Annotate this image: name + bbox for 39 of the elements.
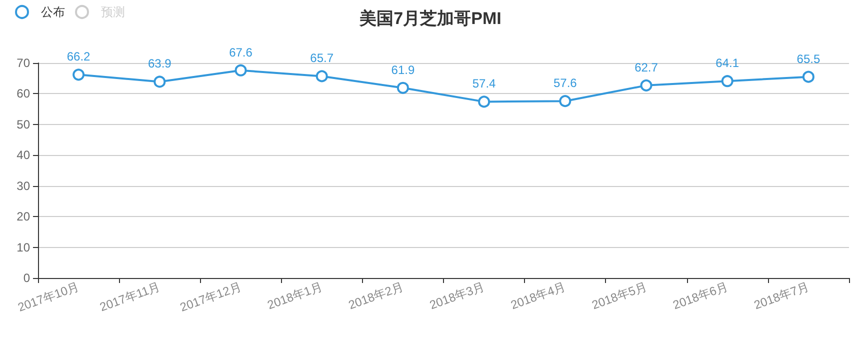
y-tick-label: 40 <box>16 148 30 162</box>
point <box>802 70 814 83</box>
point <box>559 95 572 108</box>
data-label: 66.2 <box>66 50 91 64</box>
y-tick-label: 20 <box>16 210 30 224</box>
legend-label: 公布 <box>41 5 65 19</box>
x-tick-label: 2018年5月 <box>590 279 649 312</box>
x-tick-label: 2018年1月 <box>266 279 324 312</box>
data-label: 65.7 <box>310 51 334 66</box>
point <box>396 82 409 94</box>
point <box>721 75 734 88</box>
x-tick-label: 2017年12月 <box>178 279 244 314</box>
x-tick-label: 2018年4月 <box>508 279 568 312</box>
y-tick-label: 30 <box>16 178 30 193</box>
data-label: 57.6 <box>553 76 578 90</box>
x-tick-label: 2018年6月 <box>671 279 730 312</box>
y-tick-label: 60 <box>16 86 30 101</box>
chart-title: 美国7月芝加哥PMI <box>358 9 502 28</box>
point <box>72 68 85 81</box>
data-label: 65.5 <box>796 52 820 66</box>
point <box>316 70 328 82</box>
data-label: 63.9 <box>148 56 172 71</box>
data-label: 57.4 <box>472 76 496 91</box>
point <box>478 96 490 108</box>
data-label: 61.9 <box>391 62 415 77</box>
point <box>234 64 247 76</box>
data-label: 67.6 <box>229 45 253 60</box>
y-tick-label: 70 <box>16 56 30 70</box>
x-tick-label: 2018年7月 <box>752 279 811 312</box>
data-label: 64.1 <box>716 56 740 70</box>
y-tick-label: 50 <box>16 117 30 132</box>
x-tick-label: 2018年2月 <box>346 279 406 312</box>
data-label: 62.7 <box>634 60 658 74</box>
y-tick-label: 0 <box>23 271 30 285</box>
x-tick-label: 2017年11月 <box>98 279 162 314</box>
x-tick-label: 2018年3月 <box>428 279 486 312</box>
point <box>640 79 652 92</box>
y-tick-label: 10 <box>16 240 30 254</box>
point <box>154 76 166 88</box>
